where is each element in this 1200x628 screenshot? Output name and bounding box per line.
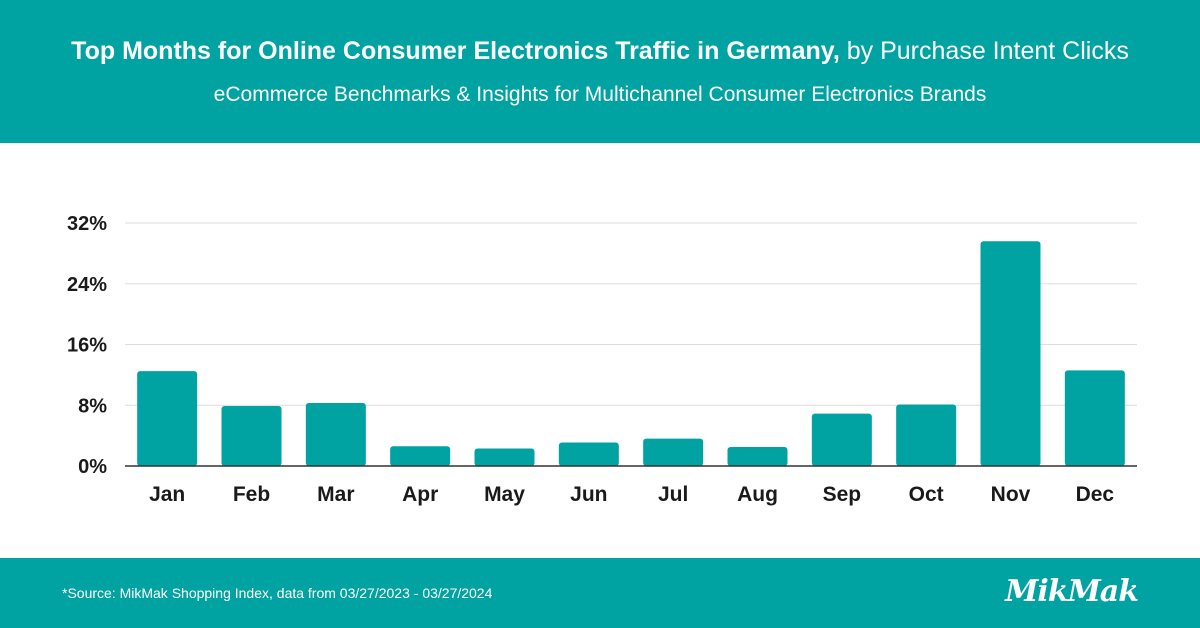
x-tick-label: Mar: [317, 483, 354, 506]
bar: [390, 446, 451, 466]
y-tick-label: 16%: [67, 335, 107, 357]
x-tick-label: Dec: [1076, 483, 1115, 506]
bar: [896, 404, 957, 466]
bar: [811, 413, 872, 466]
x-tick-label: Jan: [149, 483, 185, 506]
x-tick-label: Oct: [909, 483, 944, 506]
bar: [305, 402, 366, 466]
x-tick-label: Sep: [823, 483, 862, 506]
x-tick-label: May: [484, 483, 525, 506]
x-tick-label: Jun: [570, 483, 607, 506]
source-note: *Source: MikMak Shopping Index, data fro…: [62, 585, 493, 601]
y-tick-label: 32%: [67, 213, 107, 235]
bar: [980, 241, 1041, 466]
bar: [474, 448, 535, 466]
bar: [558, 442, 619, 466]
x-tick-label: Feb: [233, 483, 270, 506]
chart-area: 0% 8% 16% 24% 32% Jan Feb Mar Apr May Jun Jul Aug Sep…: [0, 143, 1200, 558]
bar: [1064, 370, 1125, 466]
mikmak-logo: MikMak: [1005, 574, 1139, 609]
bar: [137, 371, 198, 466]
bar: [643, 438, 704, 466]
footer-banner: *Source: MikMak Shopping Index, data fro…: [0, 558, 1200, 628]
y-tick-label: 0%: [78, 456, 107, 478]
y-tick-label: 8%: [78, 395, 107, 417]
x-tick-label: Jul: [658, 483, 688, 506]
x-tick-label: Apr: [402, 483, 438, 506]
x-tick-label: Nov: [991, 483, 1031, 506]
bar: [727, 447, 788, 466]
x-tick-label: Aug: [737, 483, 778, 506]
bar: [221, 406, 282, 466]
bar-chart: 0% 8% 16% 24% 32% Jan Feb Mar Apr May Jun Jul Aug Sep…: [67, 213, 1137, 506]
chart-title-bold: Top Months for Online Consumer Electroni…: [71, 37, 840, 65]
chart-title: Top Months for Online Consumer Electroni…: [0, 34, 1200, 68]
y-tick-label: 24%: [67, 274, 107, 296]
chart-title-rest: by Purchase Intent Clicks: [839, 37, 1129, 65]
chart-subtitle: eCommerce Benchmarks & Insights for Mult…: [213, 83, 987, 106]
header-banner: Top Months for Online Consumer Electroni…: [0, 0, 1200, 143]
